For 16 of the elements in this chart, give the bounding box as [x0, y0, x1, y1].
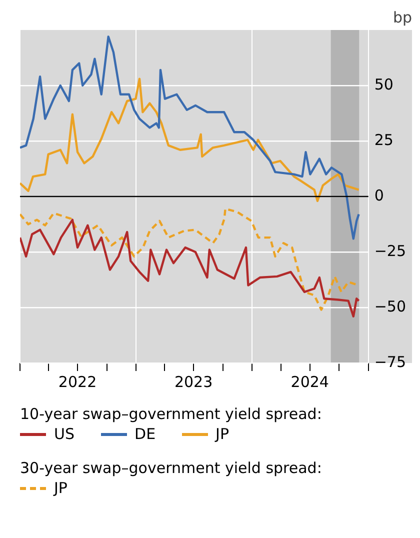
- legend-label: JP: [216, 425, 230, 443]
- y-tick-label: −50: [374, 297, 406, 316]
- y-tick-label: 25: [374, 130, 394, 149]
- legend-label: DE: [134, 425, 156, 443]
- y-axis-title: bp: [392, 8, 412, 26]
- x-tick-label: 2024: [290, 372, 329, 391]
- legend-label: JP: [54, 479, 68, 497]
- y-tick-label: 0: [374, 186, 384, 204]
- x-tick-label: 2023: [174, 372, 213, 391]
- text: 30-year swap–government yield spread:: [20, 459, 323, 477]
- text: 10-year swap–government yield spread:: [20, 405, 323, 423]
- y-tick-label: −75: [374, 352, 406, 371]
- y-tick-label: −25: [374, 242, 406, 260]
- legend-label: US: [54, 425, 75, 443]
- y-tick-label: 50: [374, 75, 394, 94]
- x-tick-label: 2022: [58, 372, 97, 391]
